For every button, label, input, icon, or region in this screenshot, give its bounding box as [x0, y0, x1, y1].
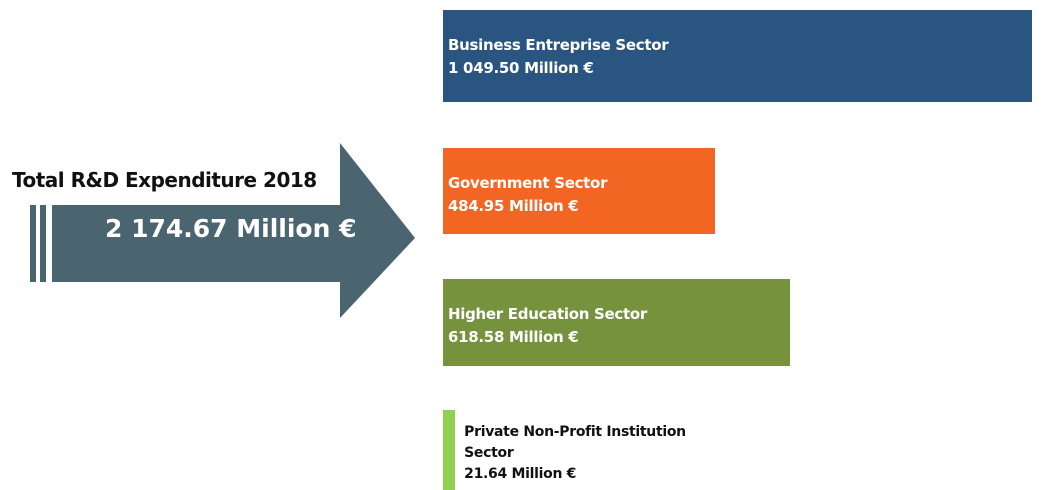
category-label: Government Sector	[448, 174, 608, 192]
category-label: Business Entreprise Sector	[448, 36, 669, 54]
value-label: 1 049.50 Million €	[448, 59, 594, 77]
stripe	[30, 205, 36, 282]
category-label: Private Non-Profit Institution Sector	[464, 424, 686, 461]
bar	[443, 410, 456, 490]
value-label: 484.95 Million €	[448, 197, 579, 215]
category-label: Higher Education Sector	[448, 305, 647, 323]
bar	[443, 148, 716, 234]
bar	[443, 279, 791, 366]
bar	[443, 10, 1032, 102]
arrow-graphic	[30, 143, 415, 318]
total-value: 2 174.67 Million €	[105, 214, 357, 243]
value-label: 618.58 Million €	[448, 328, 579, 346]
total-arrow	[52, 143, 415, 318]
value-label: 21.64 Million €	[464, 466, 577, 482]
stripe	[40, 205, 46, 282]
total-title: Total R&D Expenditure 2018	[12, 168, 317, 192]
